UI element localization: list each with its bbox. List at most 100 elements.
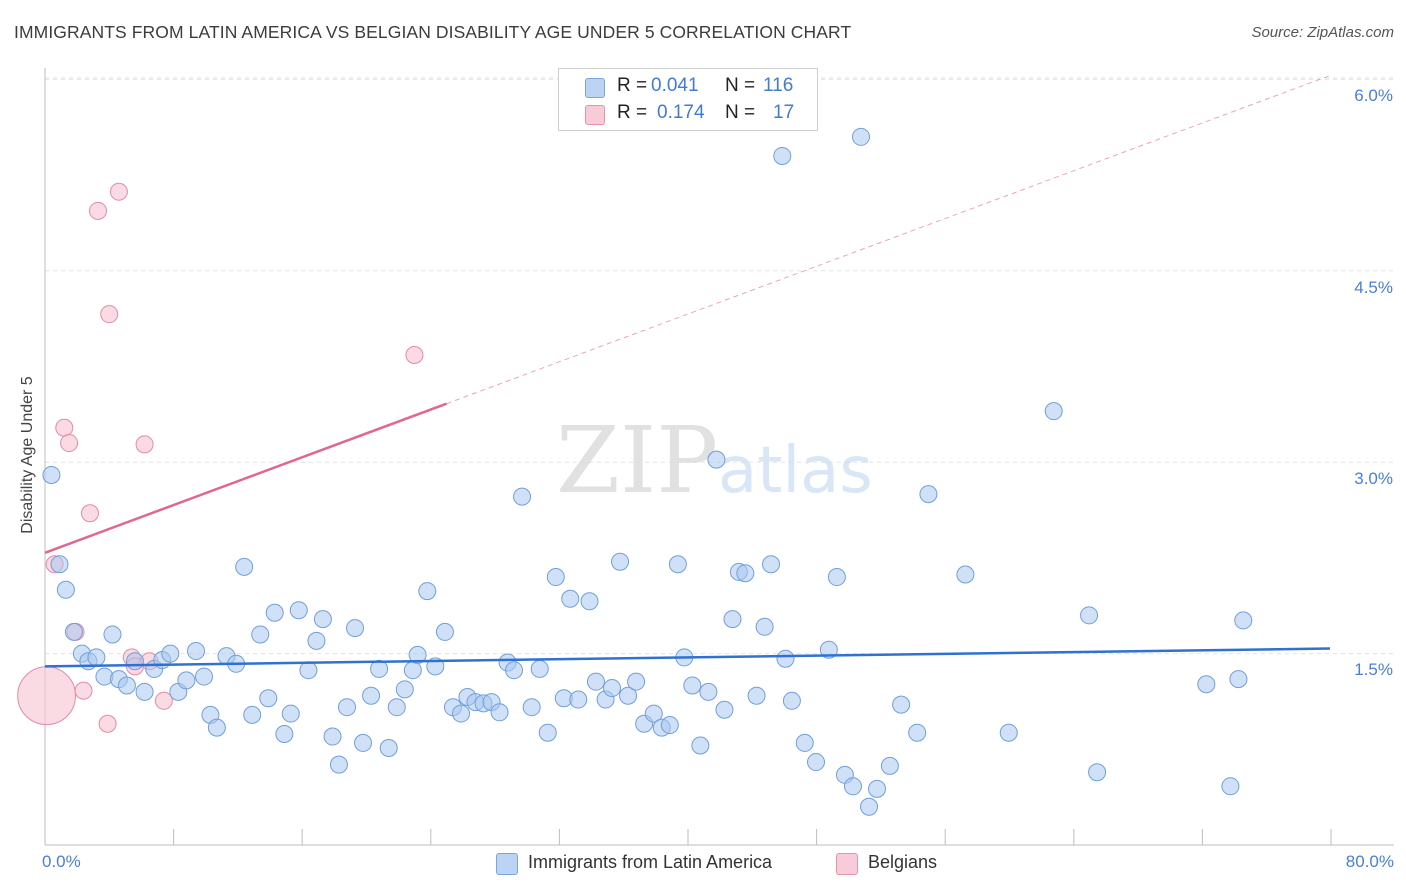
legend-r-label: R = <box>617 75 648 96</box>
latin-america-point <box>289 601 308 620</box>
belgians-point <box>405 346 424 365</box>
latin-america-point <box>313 610 332 629</box>
x-tick-marks <box>44 829 1332 845</box>
belgians-point <box>80 504 99 523</box>
belgians-point <box>154 691 173 710</box>
latin-america-point <box>87 648 106 667</box>
latin-america-point <box>530 659 549 678</box>
latin-america-point <box>603 679 622 698</box>
belgians-point <box>17 666 77 726</box>
latin-america-point <box>207 718 226 737</box>
latin-america-trend-line <box>44 647 1331 668</box>
latin-america-point <box>452 704 471 723</box>
legend-n-label: N = <box>725 75 756 96</box>
latin-america-point <box>880 756 899 775</box>
watermark-zip: ZIP <box>556 407 718 514</box>
latin-america-point <box>699 682 718 701</box>
legend-n-value: 116 <box>763 75 794 96</box>
latin-america-point <box>379 739 398 758</box>
latin-america-point <box>956 565 975 584</box>
latin-america-point <box>418 582 437 601</box>
latin-america-point <box>892 695 911 714</box>
latin-america-point <box>660 716 679 735</box>
watermark: ZIP atlas <box>556 407 873 514</box>
latin-america-point <box>538 723 557 742</box>
latin-america-point <box>868 779 887 798</box>
latin-america-point <box>827 568 846 587</box>
latin-america-point <box>329 755 348 774</box>
latin-america-point <box>42 465 61 484</box>
latin-america-point <box>337 698 356 717</box>
latin-america-point <box>243 705 262 724</box>
legend-r-label: R = <box>617 102 648 123</box>
latin-america-point <box>747 686 766 705</box>
latin-america-point <box>490 703 509 722</box>
belgians-trend-line <box>44 402 447 554</box>
latin-america-point <box>1221 777 1240 796</box>
latin-america-point <box>707 450 726 469</box>
latin-america-point <box>860 797 879 816</box>
latin-america-point <box>408 645 427 664</box>
latin-america-point <box>235 557 254 576</box>
latin-america-point <box>1229 670 1248 689</box>
latin-america-point <box>307 631 326 650</box>
latin-america-point <box>186 642 205 661</box>
latin-america-point <box>644 704 663 723</box>
latin-america-point <box>807 753 825 772</box>
x-tick-label-min: 0.0% <box>42 852 81 871</box>
x-tick-label-max: 80.0% <box>1345 852 1394 871</box>
y-tick-label: 3.0% <box>1354 469 1393 488</box>
latin-america-point <box>265 603 284 622</box>
y-tick-label: 6.0% <box>1354 86 1393 105</box>
latin-america-point <box>619 686 638 705</box>
latin-america-point <box>117 676 136 695</box>
latin-america-point <box>691 736 710 755</box>
latin-america-point <box>161 644 180 663</box>
latin-america-point <box>323 727 342 746</box>
latin-america-point <box>135 682 154 701</box>
belgians-point <box>55 418 74 437</box>
latin-america-point <box>586 672 605 691</box>
latin-america-point <box>683 676 702 695</box>
latin-america-point <box>435 622 454 641</box>
legend-r-value: 0.174 <box>657 102 705 123</box>
latin-america-point <box>395 680 414 699</box>
latin-america-point <box>1088 763 1107 782</box>
latin-america-point <box>125 652 144 671</box>
latin-america-point <box>1234 611 1253 630</box>
latin-america-point <box>64 622 83 641</box>
latin-america-point <box>611 552 630 571</box>
latin-america-series <box>42 127 1253 816</box>
latin-america-point <box>387 698 406 717</box>
bottom-legend-label: Belgians <box>868 852 938 872</box>
legend-swatch-belgians <box>585 105 605 125</box>
latin-america-point <box>50 555 69 574</box>
latin-america-point <box>195 667 214 686</box>
trend-lines <box>44 75 1331 668</box>
latin-america-point <box>819 640 838 659</box>
legend-n-value: 17 <box>773 102 795 123</box>
latin-america-point <box>56 580 75 599</box>
latin-america-point <box>843 777 862 796</box>
latin-america-point <box>561 589 580 608</box>
belgians-point <box>135 435 154 454</box>
latin-america-point <box>275 724 294 743</box>
legend: R = 0.041 N = 116 R = 0.174 N = 17 <box>558 68 818 131</box>
latin-america-point <box>259 689 278 708</box>
latin-america-point <box>736 564 755 583</box>
legend-n-label: N = <box>725 102 756 123</box>
latin-america-point <box>999 723 1018 742</box>
latin-america-point <box>505 661 524 680</box>
y-axis-label: Disability Age Under 5 <box>19 376 36 534</box>
belgians-point <box>109 182 128 201</box>
belgians-point <box>100 305 119 324</box>
belgians-point <box>60 434 79 453</box>
belgians-point <box>89 201 108 220</box>
latin-america-point <box>370 659 389 678</box>
legend-r-value: 0.041 <box>651 75 699 96</box>
latin-america-point <box>755 617 774 636</box>
legend-swatch-latin-america <box>585 78 605 98</box>
latin-america-point <box>1197 675 1216 694</box>
